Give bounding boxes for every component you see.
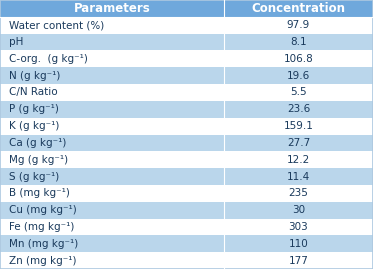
Text: Mn (mg kg⁻¹): Mn (mg kg⁻¹) (9, 239, 79, 249)
Bar (224, 134, 373, 151)
Bar (0, 151, 224, 168)
Bar (0, 252, 224, 269)
Text: C-org.  (g kg⁻¹): C-org. (g kg⁻¹) (9, 54, 88, 64)
Text: 303: 303 (289, 222, 308, 232)
Bar (0, 202, 224, 218)
Bar (224, 0, 373, 17)
Bar (0, 51, 224, 67)
Bar (0, 34, 224, 51)
Text: Fe (mg kg⁻¹): Fe (mg kg⁻¹) (9, 222, 75, 232)
Bar (0, 185, 224, 202)
Text: 8.1: 8.1 (290, 37, 307, 47)
Text: 159.1: 159.1 (283, 121, 313, 131)
Bar (0, 235, 224, 252)
Bar (224, 235, 373, 252)
Text: Cu (mg kg⁻¹): Cu (mg kg⁻¹) (9, 205, 77, 215)
Text: Zn (mg kg⁻¹): Zn (mg kg⁻¹) (9, 256, 77, 266)
Text: 19.6: 19.6 (287, 71, 310, 81)
Bar (0, 0, 224, 17)
Text: 12.2: 12.2 (287, 155, 310, 165)
Text: Mg (g kg⁻¹): Mg (g kg⁻¹) (9, 155, 69, 165)
Bar (224, 17, 373, 34)
Text: 30: 30 (292, 205, 305, 215)
Bar (224, 202, 373, 218)
Text: 97.9: 97.9 (287, 20, 310, 30)
Bar (0, 134, 224, 151)
Text: N (g kg⁻¹): N (g kg⁻¹) (9, 71, 61, 81)
Text: 106.8: 106.8 (283, 54, 313, 64)
Bar (0, 84, 224, 101)
Text: Parameters: Parameters (73, 2, 150, 15)
Bar (0, 118, 224, 134)
Text: B (mg kg⁻¹): B (mg kg⁻¹) (9, 188, 70, 198)
Bar (0, 168, 224, 185)
Text: S (g kg⁻¹): S (g kg⁻¹) (9, 172, 60, 182)
Text: 177: 177 (288, 256, 308, 266)
Bar (224, 84, 373, 101)
Bar (224, 185, 373, 202)
Bar (224, 101, 373, 118)
Text: pH: pH (9, 37, 24, 47)
Bar (224, 51, 373, 67)
Text: 23.6: 23.6 (287, 104, 310, 114)
Text: 110: 110 (289, 239, 308, 249)
Bar (0, 67, 224, 84)
Bar (224, 168, 373, 185)
Bar (224, 67, 373, 84)
Text: 5.5: 5.5 (290, 87, 307, 97)
Text: 11.4: 11.4 (287, 172, 310, 182)
Text: 27.7: 27.7 (287, 138, 310, 148)
Text: Ca (g kg⁻¹): Ca (g kg⁻¹) (9, 138, 67, 148)
Text: Concentration: Concentration (251, 2, 345, 15)
Bar (224, 151, 373, 168)
Text: P (g kg⁻¹): P (g kg⁻¹) (9, 104, 59, 114)
Bar (224, 218, 373, 235)
Bar (0, 218, 224, 235)
Text: 235: 235 (288, 188, 308, 198)
Text: Water content (%): Water content (%) (9, 20, 104, 30)
Bar (224, 252, 373, 269)
Text: K (g kg⁻¹): K (g kg⁻¹) (9, 121, 60, 131)
Bar (224, 34, 373, 51)
Bar (224, 118, 373, 134)
Bar (0, 101, 224, 118)
Text: C/N Ratio: C/N Ratio (9, 87, 58, 97)
Bar (0, 17, 224, 34)
